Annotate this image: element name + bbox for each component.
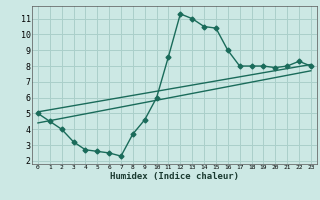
X-axis label: Humidex (Indice chaleur): Humidex (Indice chaleur) <box>110 172 239 181</box>
